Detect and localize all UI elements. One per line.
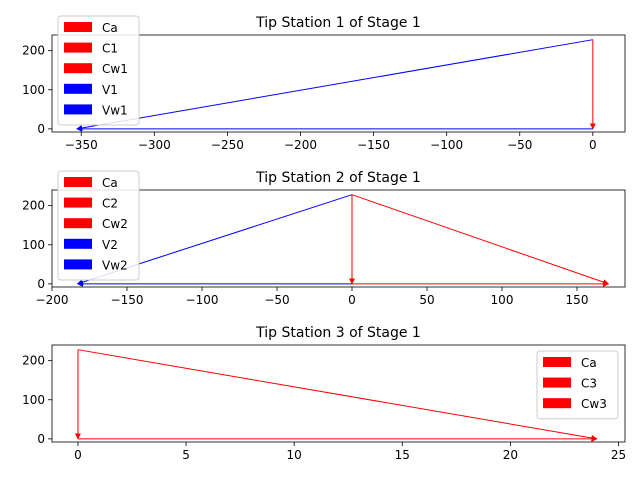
x-tick-label: −100 — [186, 293, 219, 307]
legend-swatch — [64, 83, 92, 94]
legend-swatch — [543, 357, 571, 367]
legend: Ca C3 Cw3 — [536, 350, 619, 420]
legend-swatch — [64, 218, 92, 229]
y-tick-label: 0 — [37, 122, 45, 136]
legend-label: Cw1 — [102, 62, 128, 76]
x-tick-label: 20 — [503, 448, 518, 462]
x-tick-label: 0 — [348, 293, 356, 307]
x-tick-label: −350 — [65, 138, 98, 152]
chart-title: Tip Station 2 of Stage 1 — [255, 170, 421, 186]
x-tick-label: −50 — [264, 293, 289, 307]
x-tick-label: 50 — [419, 293, 434, 307]
vector-cw2 — [351, 194, 610, 285]
x-tick-label: 15 — [395, 448, 410, 462]
y-tick-label: 200 — [22, 44, 45, 58]
legend-label: Cw3 — [581, 397, 607, 411]
vector-vw1 — [76, 39, 593, 131]
x-tick-label: 0 — [589, 138, 597, 152]
x-tick-label: −300 — [138, 138, 171, 152]
x-tick-label: 150 — [566, 293, 589, 307]
x-tick-label: 10 — [287, 448, 302, 462]
chart-title: Tip Station 3 of Stage 1 — [255, 325, 421, 341]
chart-title: Tip Station 1 of Stage 1 — [255, 15, 421, 31]
plot-area-frame — [51, 34, 626, 133]
legend-label: Ca — [102, 176, 118, 190]
legend-swatch — [64, 104, 92, 115]
legend-label: C2 — [102, 197, 118, 211]
vector-cw3 — [77, 349, 598, 441]
x-tick-label: −50 — [507, 138, 532, 152]
legend-label: V1 — [102, 83, 118, 97]
chart-subplot-3: Tip Station 3 of Stage 1 0 5 10 15 20 25 0 100 20… — [22, 325, 626, 462]
x-tick-label: 5 — [182, 448, 190, 462]
legend-label: Ca — [581, 356, 597, 370]
legend-label: C3 — [581, 377, 597, 391]
legend-label: Vw1 — [102, 103, 128, 117]
legend-swatch — [64, 238, 92, 249]
legend-label: Vw2 — [102, 258, 128, 272]
y-tick-label: 100 — [22, 393, 45, 407]
legend-swatch — [64, 177, 92, 187]
y-tick-label: 100 — [22, 238, 45, 252]
legend-label: C1 — [102, 42, 118, 56]
x-tick-label: −150 — [357, 138, 390, 152]
legend-swatch — [64, 197, 92, 208]
x-tick-label: −200 — [284, 138, 317, 152]
legend-swatch — [64, 42, 92, 53]
y-tick-label: 100 — [22, 83, 45, 97]
y-tick-label: 200 — [22, 199, 45, 213]
x-tick-label: 25 — [611, 448, 626, 462]
x-tick-label: −250 — [211, 138, 244, 152]
chart-subplot-1: Tip Station 1 of Stage 1 −350 −300 −250 −200… — [22, 15, 626, 152]
legend: Ca C1 Cw1 V1 Vw1 — [57, 15, 140, 126]
x-tick-label: 0 — [74, 448, 82, 462]
plot-area-frame — [51, 189, 626, 288]
legend-swatch — [64, 22, 92, 32]
legend-swatch — [64, 259, 92, 270]
legend-swatch — [64, 63, 92, 74]
x-tick-label: −150 — [111, 293, 144, 307]
x-tick-label: 100 — [491, 293, 514, 307]
plot-area-frame — [51, 344, 626, 443]
legend-label: Ca — [102, 21, 118, 35]
legend-swatch — [543, 398, 571, 409]
legend-swatch — [543, 377, 571, 388]
legend-label: Cw2 — [102, 217, 128, 231]
legend-label: V2 — [102, 238, 118, 252]
x-tick-label: −200 — [36, 293, 69, 307]
y-tick-label: 0 — [37, 277, 45, 291]
chart-subplot-2: Tip Station 2 of Stage 1 −200 −150 −100 −50 0… — [22, 170, 626, 307]
y-tick-label: 0 — [37, 432, 45, 446]
x-tick-label: −100 — [430, 138, 463, 152]
y-tick-label: 200 — [22, 354, 45, 368]
legend: Ca C2 Cw2 V2 Vw2 — [57, 170, 140, 281]
